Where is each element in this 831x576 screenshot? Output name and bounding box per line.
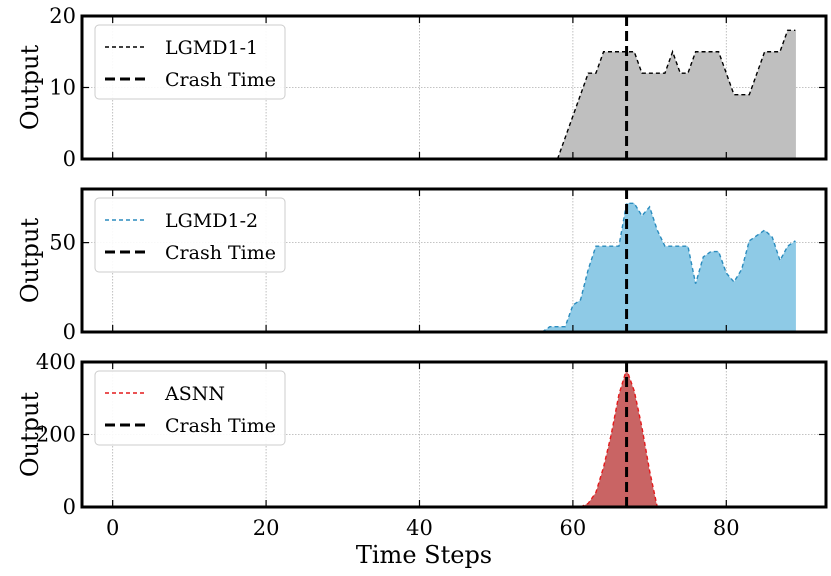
y-tick-label: 50 <box>49 231 76 255</box>
series-fill <box>580 369 658 507</box>
axis-ticks: 0 10 20 <box>49 4 826 171</box>
legend: LGMD1-2 Crash Time <box>94 197 286 273</box>
panel-lgmd1-1: 0 10 20 Output LGMD1-1 Crash Time <box>16 4 828 171</box>
y-tick-label: 10 <box>49 76 76 100</box>
legend-label-crash: Crash Time <box>165 69 276 91</box>
y-tick-label: 20 <box>49 4 76 28</box>
legend-label-series: LGMD1-2 <box>165 210 258 232</box>
legend-label-series: ASNN <box>164 383 225 405</box>
series-line <box>580 367 658 508</box>
y-tick-label: 200 <box>36 423 76 447</box>
y-axis-label: Output <box>16 45 44 131</box>
legend: LGMD1-1 Crash Time <box>94 24 286 100</box>
x-tick-label: 60 <box>560 516 587 540</box>
y-tick-label: 400 <box>36 350 76 374</box>
panel-lgmd1-2: 0 50 Output LGMD1-2 Crash Time <box>16 187 828 344</box>
legend: ASNN Crash Time <box>94 370 286 446</box>
series-area <box>112 367 658 508</box>
x-tick-label: 0 <box>106 516 119 540</box>
plot-frame <box>80 187 828 334</box>
y-axis-label: Output <box>16 218 44 304</box>
axis-ticks: 0 50 <box>49 189 826 344</box>
legend-label-series: LGMD1-1 <box>165 37 258 59</box>
legend-label-crash: Crash Time <box>165 242 276 264</box>
x-axis-label: Time Steps <box>356 541 492 569</box>
x-tick-label: 80 <box>713 516 740 540</box>
y-tick-label: 0 <box>63 495 76 519</box>
y-tick-label: 0 <box>63 147 76 171</box>
series-fill <box>542 203 796 332</box>
y-axis-label: Output <box>16 392 44 478</box>
x-tick-label: 40 <box>406 516 433 540</box>
series-fill <box>557 30 796 159</box>
legend-label-crash: Crash Time <box>165 415 276 437</box>
series-line <box>541 202 796 333</box>
x-tick-label: 20 <box>253 516 280 540</box>
series-line <box>556 29 796 160</box>
axis-ticks: 0 200 400 0 20 40 60 80 <box>36 350 826 540</box>
y-tick-label: 0 <box>63 320 76 344</box>
